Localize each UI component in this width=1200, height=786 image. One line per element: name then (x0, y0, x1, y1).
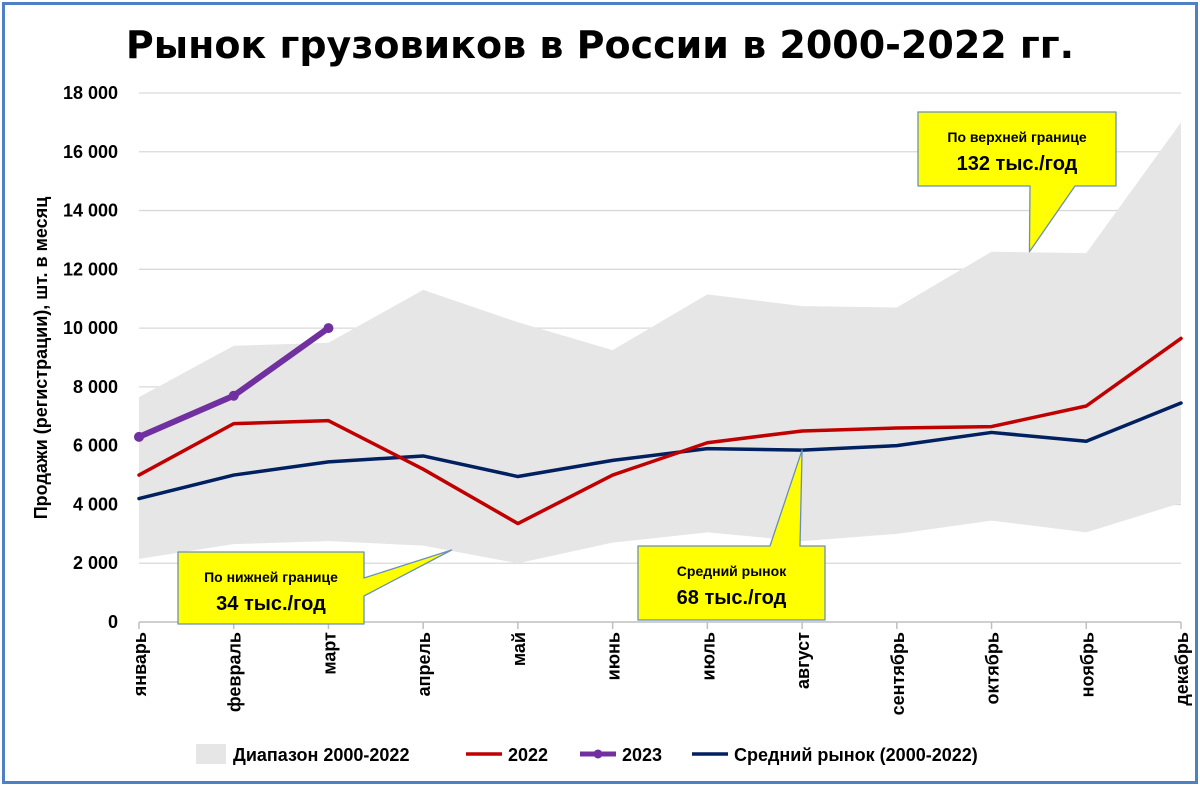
legend-swatch-range (196, 744, 226, 764)
callout-middle-value: 68 тыс./год (677, 587, 787, 609)
series-marker-2023 (134, 431, 144, 442)
y-tick-label: 16 000 (63, 142, 118, 162)
y-tick-labels: 0 2 000 4 000 6 000 8 000 10 000 12 000 14 000 1… (63, 83, 118, 632)
legend-label-range: Диапазон 2000-2022 (233, 745, 409, 765)
y-tick-label: 14 000 (63, 201, 118, 221)
range-area (139, 122, 1181, 564)
legend-label-2022: 2022 (508, 745, 548, 765)
callout-lower (177, 549, 453, 625)
series-marker-2023 (228, 390, 239, 401)
callout-lower-title: По нижней границе (204, 569, 338, 585)
series-marker-2023 (323, 323, 334, 334)
y-axis-label: Продажи (регистрации), шт. в месяц (31, 197, 51, 520)
series-lines (134, 323, 1183, 526)
x-tick-label: июль (698, 632, 718, 681)
callout-middle (637, 449, 826, 621)
x-tick-label: февраль (225, 632, 245, 712)
callout-middle-title: Средний рынок (677, 563, 787, 579)
x-tick-label: июнь (604, 632, 624, 680)
legend-label-Средний рынок (2000-2022): Средний рынок (2000-2022) (734, 745, 978, 765)
x-tick-label: январь (130, 632, 150, 697)
x-tick-label: март (319, 632, 339, 675)
callouts: По верхней границе 132 тыс./год По нижней … (177, 111, 1117, 625)
x-tick-labels: январь февраль март апрель май июнь июль август… (130, 632, 1192, 716)
y-tick-label: 10 000 (63, 318, 118, 338)
callout-upper (917, 111, 1117, 253)
y-tick-label: 4 000 (73, 494, 118, 514)
x-tick-label: декабрь (1172, 632, 1192, 706)
y-tick-label: 12 000 (63, 259, 118, 279)
y-tick-label: 2 000 (73, 553, 118, 573)
y-tick-label: 8 000 (73, 377, 118, 397)
callout-upper-value: 132 тыс./год (957, 153, 1078, 175)
legend-marker-2023 (593, 749, 603, 759)
x-tick-label: сентябрь (888, 632, 908, 715)
x-tick-label: ноябрь (1077, 632, 1097, 697)
callout-upper-title: По верхней границе (947, 129, 1086, 145)
chart-title: Рынок грузовиков в России в 2000-2022 гг… (126, 23, 1074, 67)
series-line-Средний рынок (2000-2022) (137, 401, 1183, 501)
x-tick-label: апрель (414, 632, 434, 696)
y-tick-label: 0 (108, 612, 118, 632)
x-tick-label: май (509, 632, 529, 666)
callout-lower-value: 34 тыс./год (216, 593, 326, 615)
y-tick-label: 6 000 (73, 436, 118, 456)
y-tick-label: 18 000 (63, 83, 118, 103)
legend-label-2023: 2023 (622, 745, 662, 765)
x-tick-label: октябрь (983, 632, 1003, 705)
legend: Диапазон 2000-2022 2022 2023 Средний рынок … (196, 744, 978, 765)
series-line-2022 (137, 336, 1183, 526)
x-tick-label: август (793, 632, 813, 689)
